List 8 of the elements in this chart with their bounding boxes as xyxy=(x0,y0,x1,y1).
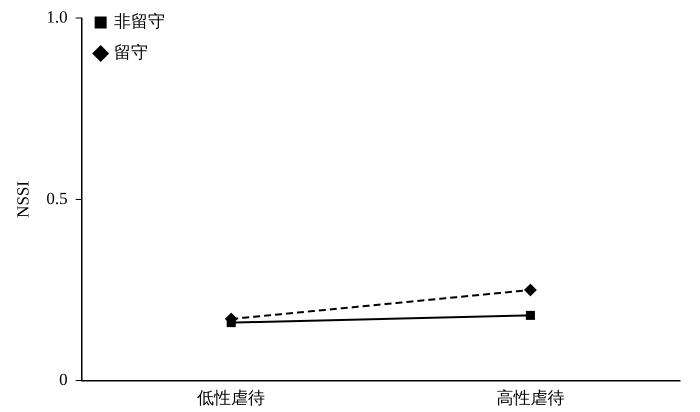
x-tick-label: 高性虐待 xyxy=(496,388,564,408)
legend-label: 留守 xyxy=(114,42,148,62)
x-tick-label: 低性虐待 xyxy=(197,388,266,408)
y-tick-label: 0.5 xyxy=(46,188,68,208)
legend-label: 非留守 xyxy=(114,12,166,31)
y-axis-title: NSSI xyxy=(14,180,33,218)
y-tick-label: 0 xyxy=(59,370,68,390)
y-tick-label: 1.0 xyxy=(46,8,68,27)
